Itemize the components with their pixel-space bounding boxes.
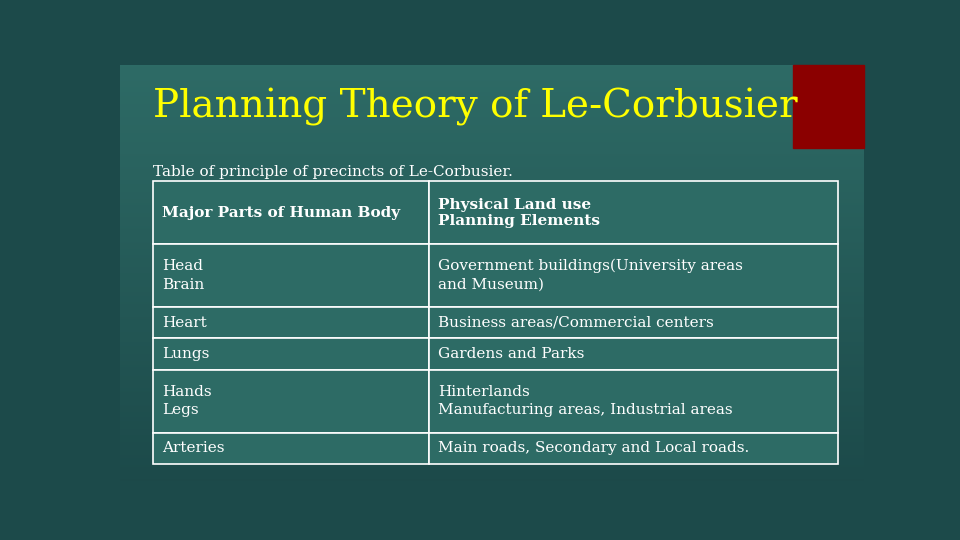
Bar [793,65,864,148]
Text: Main roads, Secondary and Local roads.: Main roads, Secondary and Local roads. [438,441,749,455]
Bar [154,181,429,244]
Text: Hands
Legs: Hands Legs [162,385,212,417]
Text: Heart: Heart [162,315,207,329]
Bar [429,433,838,464]
Text: Business areas/Commercial centers: Business areas/Commercial centers [438,315,713,329]
Bar [429,370,838,433]
Bar [154,370,429,433]
Bar [429,338,838,370]
Bar [154,244,429,307]
Text: Table of principle of precincts of Le-Corbusier.: Table of principle of precincts of Le-Co… [154,165,514,179]
Text: Arteries: Arteries [162,441,225,455]
Text: Government buildings(University areas
and Museum): Government buildings(University areas an… [438,259,743,292]
Bar [429,244,838,307]
Bar [429,181,838,244]
Text: Lungs: Lungs [162,347,210,361]
Bar [429,307,838,338]
Bar [154,433,429,464]
Text: Gardens and Parks: Gardens and Parks [438,347,584,361]
Bar [154,307,429,338]
Text: Hinterlands
Manufacturing areas, Industrial areas: Hinterlands Manufacturing areas, Industr… [438,385,732,417]
Bar [154,338,429,370]
Text: Head
Brain: Head Brain [162,259,204,292]
Text: Planning Theory of Le-Corbusier: Planning Theory of Le-Corbusier [154,87,798,126]
Text: Physical Land use
Planning Elements: Physical Land use Planning Elements [438,198,600,228]
Text: Major Parts of Human Body: Major Parts of Human Body [162,206,400,220]
